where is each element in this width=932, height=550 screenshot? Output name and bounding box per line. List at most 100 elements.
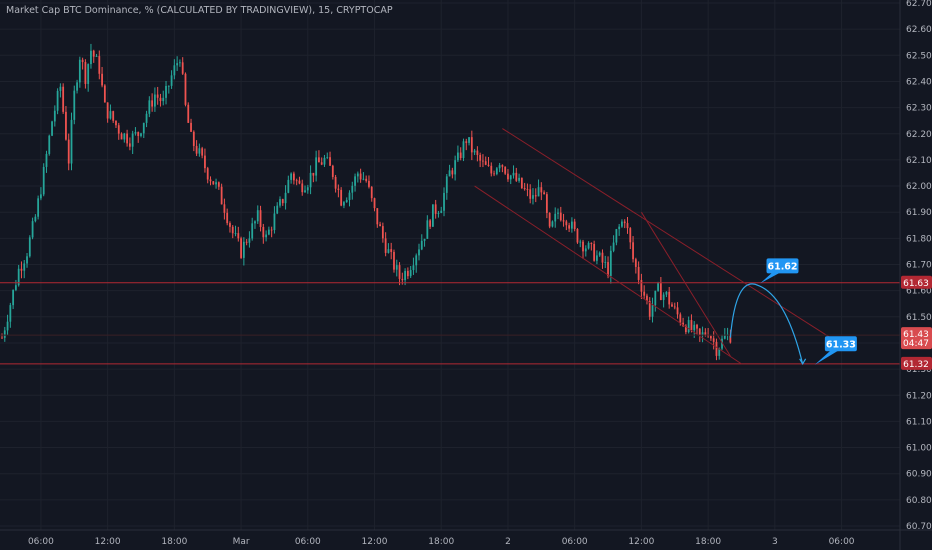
candle-body	[3, 330, 6, 338]
candle-body	[262, 226, 265, 238]
candle-body	[520, 177, 523, 189]
candle-body	[165, 85, 167, 98]
candle-body	[576, 228, 579, 243]
candle-body	[270, 229, 273, 231]
candle-body	[42, 166, 45, 195]
candle-body	[543, 192, 545, 195]
candle-body	[273, 213, 276, 231]
candle-body	[623, 221, 626, 224]
candle-body	[354, 176, 356, 186]
candle-body	[265, 234, 267, 238]
candle-body	[684, 325, 687, 333]
candle-body	[56, 90, 59, 111]
candle-body	[48, 135, 51, 154]
candle-body	[476, 150, 479, 155]
y-tick-label: 62.50	[906, 51, 932, 61]
y-tick-label: 61.30	[906, 365, 932, 375]
candle-body	[462, 141, 465, 159]
x-tick-label: 18:00	[428, 537, 454, 547]
candle-body	[401, 278, 404, 281]
candle-body	[26, 256, 28, 264]
candle-body	[473, 150, 476, 153]
candle-body	[267, 229, 270, 235]
candle-body	[45, 153, 48, 167]
candle-body	[248, 238, 251, 243]
candle-body	[301, 183, 304, 193]
projection-arrowhead	[799, 358, 807, 366]
candle-body	[320, 162, 323, 165]
candle-body	[426, 220, 429, 239]
candle-body	[37, 198, 40, 217]
candle-body	[223, 204, 226, 213]
candle-body	[723, 335, 726, 339]
candle-body	[509, 175, 512, 180]
candle-body	[359, 173, 362, 180]
projection-bubble	[766, 258, 799, 274]
candle-body	[573, 221, 576, 229]
candle-body	[128, 143, 131, 147]
candle-body	[173, 65, 176, 76]
candle-body	[437, 212, 440, 214]
candle-body	[701, 332, 704, 335]
candle-body	[404, 270, 406, 281]
x-tick-label: Mar	[233, 537, 250, 547]
candle-body	[106, 102, 109, 119]
candle-body	[671, 304, 673, 307]
chart-legend: Market Cap BTC Dominance, % (CALCULATED …	[6, 5, 393, 16]
candle-body	[376, 208, 379, 225]
candle-body	[482, 160, 484, 162]
candle-body	[76, 82, 78, 91]
x-tick-label: 06:00	[28, 537, 54, 547]
candle-body	[710, 336, 712, 339]
candle-body	[712, 338, 715, 342]
candle-body	[304, 190, 306, 193]
candle-body	[654, 290, 657, 306]
candle-body	[381, 226, 384, 239]
candle-body	[365, 178, 368, 181]
candle-body	[78, 59, 81, 83]
candle-body	[554, 213, 557, 222]
candle-body	[226, 212, 229, 224]
candle-body	[298, 180, 301, 184]
candle-body	[676, 307, 679, 315]
candle-body	[220, 186, 223, 205]
candle-body	[206, 168, 209, 180]
candle-body	[87, 64, 90, 84]
candle-body	[134, 132, 137, 134]
y-tick-label: 61.90	[906, 208, 932, 218]
candle-body	[370, 186, 373, 199]
y-tick-label: 61.20	[906, 391, 932, 401]
candle-body	[515, 172, 518, 181]
y-tick-label: 61.50	[906, 313, 932, 323]
candle-body	[40, 194, 42, 199]
candle-body	[140, 133, 142, 136]
candle-body	[312, 172, 315, 176]
candle-body	[112, 111, 115, 121]
candle-body	[212, 181, 215, 185]
candle-body	[53, 110, 56, 122]
candle-body	[287, 179, 290, 193]
y-tick-label: 62.60	[906, 25, 932, 35]
candle-body	[651, 305, 654, 317]
candle-body	[31, 221, 34, 238]
candle-body	[673, 306, 676, 308]
candle-body	[668, 291, 671, 305]
candle-body	[176, 63, 179, 66]
candle-body	[368, 180, 370, 187]
candle-body	[406, 270, 409, 277]
candle-body	[159, 97, 162, 102]
candle-body	[565, 221, 568, 226]
y-tick-label: 62.40	[906, 77, 932, 87]
candle-body	[84, 62, 87, 84]
x-tick-label: 12:00	[95, 537, 121, 547]
channel-upper-line	[502, 128, 831, 339]
candle-body	[390, 249, 393, 252]
candle-body	[551, 221, 554, 227]
candle-body	[498, 165, 501, 169]
candle-body	[443, 192, 445, 211]
candle-body	[518, 177, 520, 181]
candle-body	[584, 248, 587, 252]
